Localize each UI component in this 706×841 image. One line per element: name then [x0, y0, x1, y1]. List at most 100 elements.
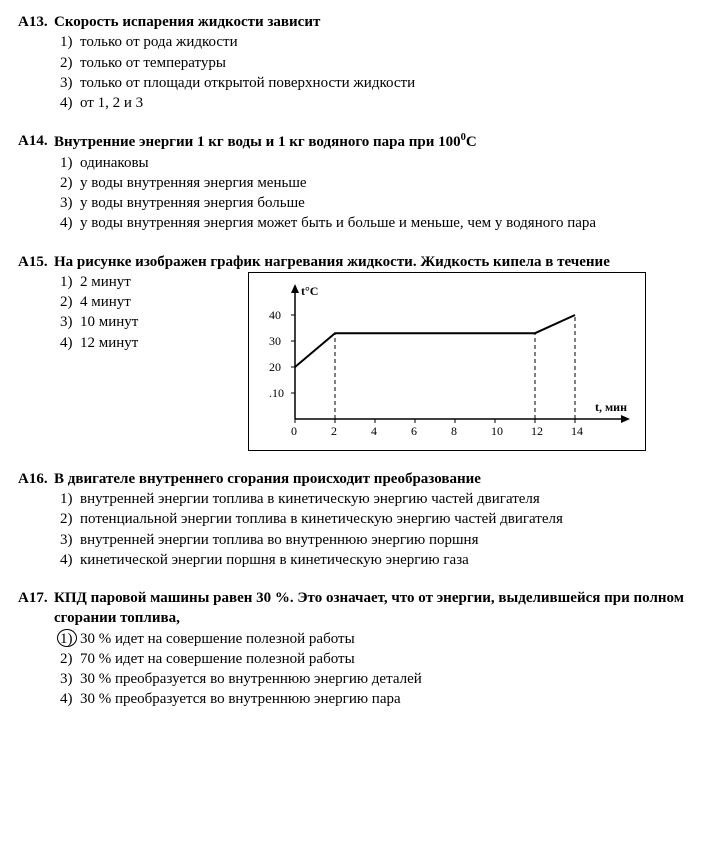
option-number: 3) [60, 193, 80, 213]
option: 4)12 минут [60, 333, 240, 353]
svg-text:10: 10 [491, 424, 503, 438]
stem-part: Внутренние энергии 1 кг воды и 1 кг водя… [54, 134, 461, 150]
option-text: только от температуры [80, 53, 688, 73]
question-number: А16. [18, 469, 54, 489]
svg-text:20: 20 [269, 360, 281, 374]
option-number: 3) [60, 530, 80, 550]
option-number: 4) [60, 333, 80, 353]
svg-text:2: 2 [331, 424, 337, 438]
question-stem: А13. Скорость испарения жидкости зависит [18, 12, 688, 32]
option-text: внутренней энергии топлива в кинетическу… [80, 489, 688, 509]
svg-text:0: 0 [291, 424, 297, 438]
option-number: 4) [60, 689, 80, 709]
option-number: 2) [60, 292, 80, 312]
question-number: А17. [18, 588, 54, 629]
option-text: у воды внутренняя энергия больше [80, 193, 688, 213]
option: 2)только от температуры [60, 53, 688, 73]
question-text: Внутренние энергии 1 кг воды и 1 кг водя… [54, 131, 688, 152]
svg-text:.10: .10 [269, 386, 284, 400]
option-number: 3) [60, 669, 80, 689]
option: 1)одинаковы [60, 153, 688, 173]
option-text: 30 % преобразуется во внутреннюю энергию… [80, 689, 688, 709]
stem-part: С [466, 134, 477, 150]
option: 3)30 % преобразуется во внутреннюю энерг… [60, 669, 688, 689]
option-number: 4) [60, 93, 80, 113]
option: 3)10 минут [60, 312, 240, 332]
option-text: 12 минут [80, 333, 240, 353]
option-text: кинетической энергии поршня в кинетическ… [80, 550, 688, 570]
options-list: 1)внутренней энергии топлива в кинетичес… [60, 489, 688, 570]
question-stem: А14. Внутренние энергии 1 кг воды и 1 кг… [18, 131, 688, 152]
option-text: 10 минут [80, 312, 240, 332]
question-a17: А17. КПД паровой машины равен 30 %. Это … [18, 588, 688, 710]
option: 3)только от площади открытой поверхности… [60, 73, 688, 93]
svg-text:6: 6 [411, 424, 417, 438]
question-stem: А15. На рисунке изображен график нагрева… [18, 252, 688, 272]
option-number: 3) [60, 73, 80, 93]
question-stem: А17. КПД паровой машины равен 30 %. Это … [18, 588, 688, 629]
question-a14: А14. Внутренние энергии 1 кг воды и 1 кг… [18, 131, 688, 233]
svg-text:t°C: t°C [301, 284, 318, 298]
question-body: 1)2 минут 2)4 минут 3)10 минут 4)12 мину… [60, 272, 688, 451]
option-text: одинаковы [80, 153, 688, 173]
svg-text:t, мин: t, мин [595, 400, 627, 414]
option-text: только от площади открытой поверхности ж… [80, 73, 688, 93]
question-a16: А16. В двигателе внутреннего сгорания пр… [18, 469, 688, 570]
option-text: только от рода жидкости [80, 32, 688, 52]
option: 2)потенциальной энергии топлива в кинети… [60, 509, 688, 529]
option-number: 2) [60, 53, 80, 73]
option: 3)внутренней энергии топлива во внутренн… [60, 530, 688, 550]
question-a15: А15. На рисунке изображен график нагрева… [18, 252, 688, 451]
option: 1)только от рода жидкости [60, 32, 688, 52]
question-number: А14. [18, 131, 54, 152]
svg-text:30: 30 [269, 334, 281, 348]
option: 1)внутренней энергии топлива в кинетичес… [60, 489, 688, 509]
option-number: 2) [60, 509, 80, 529]
option-number: 2) [60, 649, 80, 669]
option-text: 2 минут [80, 272, 240, 292]
option-number: 1) [60, 489, 80, 509]
options-list: 1)только от рода жидкости 2)только от те… [60, 32, 688, 113]
option-text: у воды внутренняя энергия может быть и б… [80, 213, 688, 233]
svg-text:40: 40 [269, 308, 281, 322]
option: 4)от 1, 2 и 3 [60, 93, 688, 113]
option-text: 4 минут [80, 292, 240, 312]
option-text: 70 % идет на совершение полезной работы [80, 649, 688, 669]
option: 2)70 % идет на совершение полезной работ… [60, 649, 688, 669]
option-number: 4) [60, 213, 80, 233]
chart-svg: t°C t, мин 0 2 4 6 8 10 12 14 .10 20 30 40 [255, 279, 635, 444]
svg-text:12: 12 [531, 424, 543, 438]
option-number: 1) [60, 32, 80, 52]
option: 1)30 % идет на совершение полезной работ… [60, 629, 688, 649]
question-a13: А13. Скорость испарения жидкости зависит… [18, 12, 688, 113]
question-text: На рисунке изображен график нагревания ж… [54, 252, 688, 272]
option: 4)30 % преобразуется во внутреннюю энерг… [60, 689, 688, 709]
option-text: от 1, 2 и 3 [80, 93, 688, 113]
svg-text:4: 4 [371, 424, 377, 438]
option-text: 30 % преобразуется во внутреннюю энергию… [80, 669, 688, 689]
option: 2)у воды внутренняя энергия меньше [60, 173, 688, 193]
option: 3)у воды внутренняя энергия больше [60, 193, 688, 213]
option: 4)у воды внутренняя энергия может быть и… [60, 213, 688, 233]
svg-text:14: 14 [571, 424, 583, 438]
option-number: 1) [60, 153, 80, 173]
option-number: 2) [60, 173, 80, 193]
question-text: В двигателе внутреннего сгорания происхо… [54, 469, 688, 489]
question-stem: А16. В двигателе внутреннего сгорания пр… [18, 469, 688, 489]
options-list: 1)30 % идет на совершение полезной работ… [60, 629, 688, 710]
option-text: у воды внутренняя энергия меньше [80, 173, 688, 193]
options-list: 1)одинаковы 2)у воды внутренняя энергия … [60, 153, 688, 234]
option-text: потенциальной энергии топлива в кинетиче… [80, 509, 688, 529]
question-text: КПД паровой машины равен 30 %. Это означ… [54, 588, 688, 629]
option: 1)2 минут [60, 272, 240, 292]
option-number-circled: 1) [60, 629, 80, 649]
option-number: 4) [60, 550, 80, 570]
question-text: Скорость испарения жидкости зависит [54, 12, 688, 32]
option-text: 30 % идет на совершение полезной работы [80, 629, 688, 649]
option-text: внутренней энергии топлива во внутреннюю… [80, 530, 688, 550]
option-number: 1) [60, 272, 80, 292]
option: 2)4 минут [60, 292, 240, 312]
option: 4)кинетической энергии поршня в кинетиче… [60, 550, 688, 570]
svg-text:8: 8 [451, 424, 457, 438]
option-number: 3) [60, 312, 80, 332]
